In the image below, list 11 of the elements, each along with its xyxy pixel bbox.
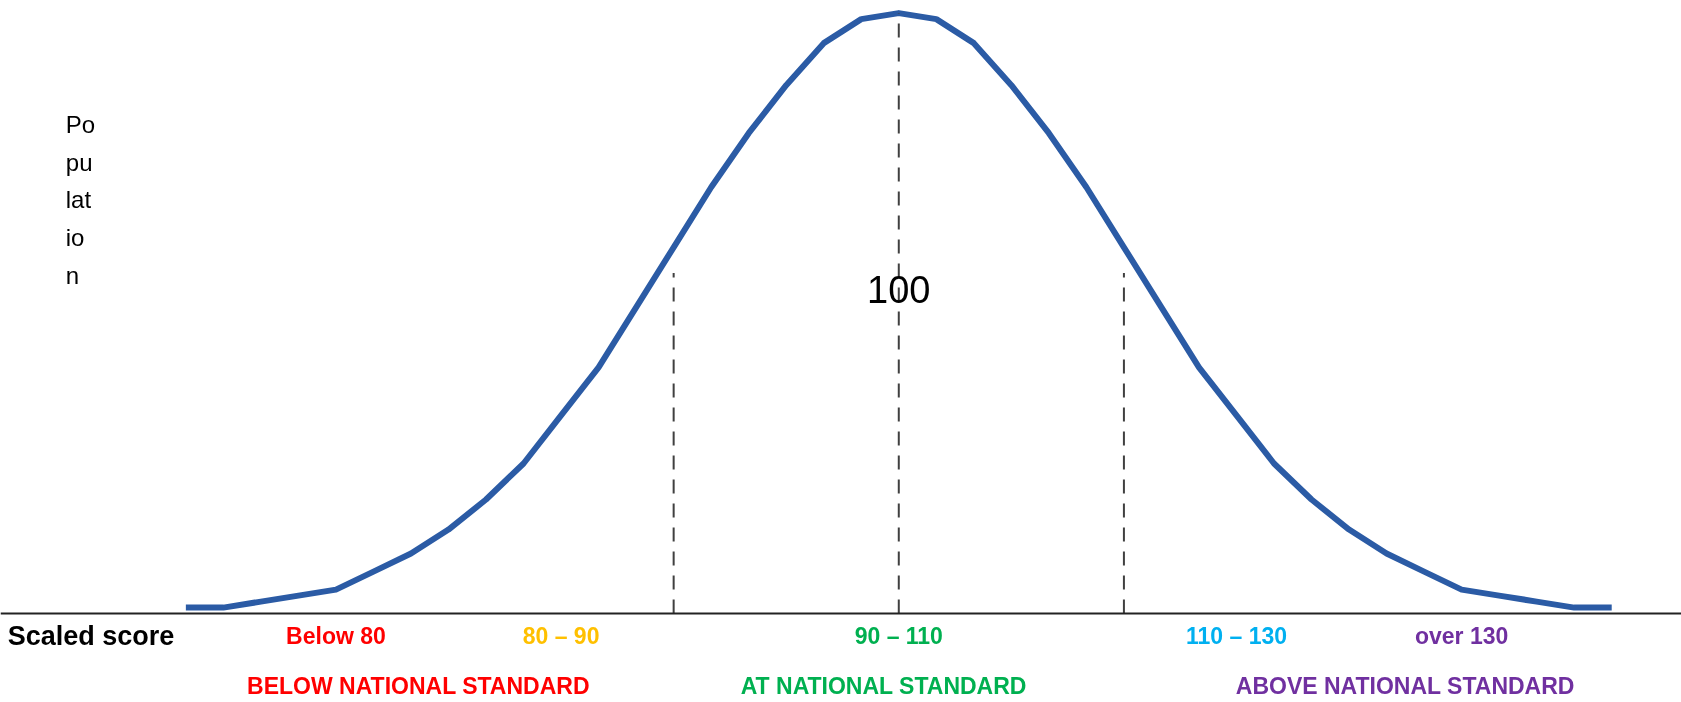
text: 80 – 90 [522, 623, 600, 650]
text: 110 – 130 [1185, 623, 1288, 650]
text: AT NATIONAL STANDARD [740, 672, 1027, 699]
text: Below 80 [286, 623, 386, 650]
text: Scaled score [7, 621, 175, 652]
text: BELOW NATIONAL STANDARD [247, 672, 590, 699]
text: over 130 [1414, 623, 1509, 650]
annotation: 100 [867, 268, 931, 311]
y-axis-title: Population [65, 110, 96, 290]
text: ABOVE NATIONAL STANDARD [1235, 672, 1575, 699]
text: 90 – 110 [854, 623, 943, 650]
